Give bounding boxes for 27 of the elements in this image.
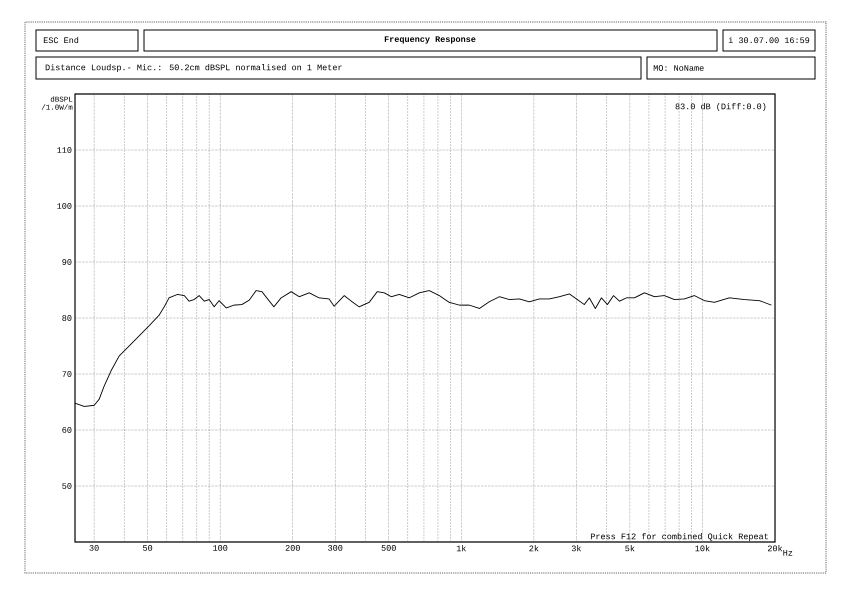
chart-subtitle: Distance Loudsp.- Mic.: 50.2cm dBSPL normalised on 1 Meter: [46, 64, 342, 72]
y-tick-label: 100: [57, 203, 72, 209]
x-tick-label: 500: [382, 545, 396, 551]
x-tick-label: 30: [90, 545, 99, 551]
y-tick-label: 110: [57, 147, 72, 153]
text: ESC End: [44, 36, 78, 44]
x-tick-label: 3k: [572, 545, 582, 552]
annotation: Press F12 for combined Quick Repeat: [590, 533, 768, 541]
annotation: 83.0 dB (Diff:0.0): [676, 103, 766, 111]
y-tick-label: 70: [62, 371, 72, 377]
x-tick-label: 50: [143, 545, 152, 551]
x-tick-label: 300: [328, 545, 342, 551]
chart-title: Frequency Response: [384, 36, 476, 44]
y-tick-label: 90: [62, 259, 72, 265]
y-tick-label: 60: [62, 427, 72, 433]
y-tick-label: 80: [62, 315, 72, 321]
x-tick-label: 5k: [625, 545, 635, 552]
x-tick-label: 100: [213, 545, 228, 551]
text: i 30.07.00 16:59: [728, 36, 810, 44]
x-tick-label: 1k: [456, 545, 466, 552]
x-axis-title: Hz: [783, 550, 792, 556]
x-tick-label: 2k: [529, 545, 539, 552]
x-tick-label: 200: [286, 545, 300, 551]
y-tick-label: 50: [62, 483, 72, 489]
x-tick-label: 20k: [768, 545, 782, 552]
text: MO: NoName: [654, 65, 704, 71]
x-tick-label: 10k: [695, 545, 710, 552]
